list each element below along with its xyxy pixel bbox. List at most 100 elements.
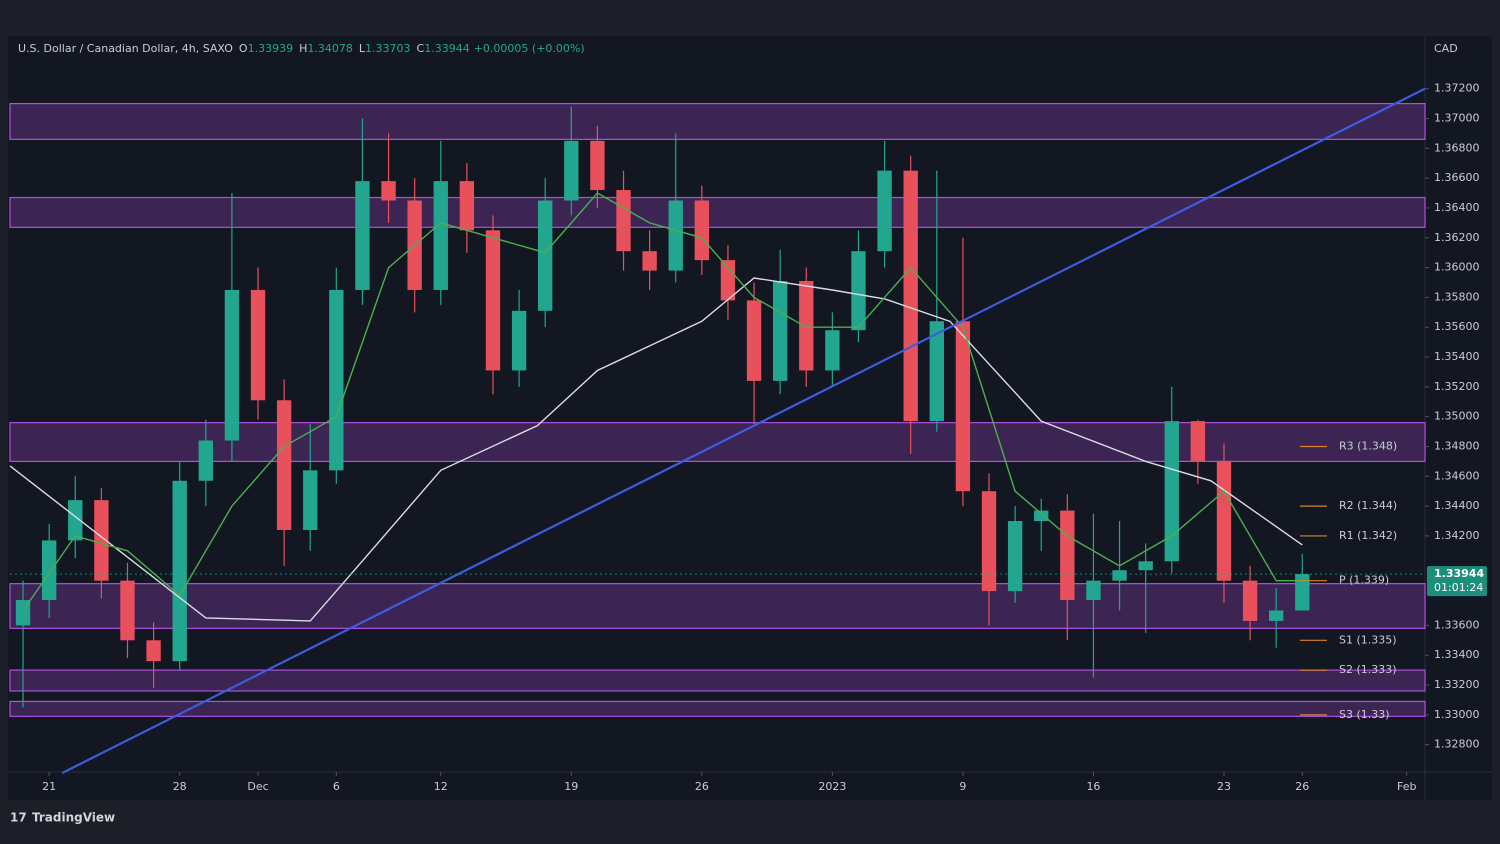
header: U.S. Dollar / Canadian Dollar, 4h, SAXO O… bbox=[18, 42, 585, 55]
candle-body bbox=[381, 181, 396, 201]
change: +0.00005 (+0.00%) bbox=[474, 42, 585, 55]
candle-body bbox=[41, 540, 57, 601]
x-tick-label: 19 bbox=[564, 780, 578, 793]
last-price-box bbox=[1427, 566, 1487, 597]
y-tick-label: 1.35200 bbox=[1434, 380, 1480, 393]
zone bbox=[9, 102, 1426, 140]
y-tick-label: 1.35800 bbox=[1434, 290, 1480, 303]
x-tick-label: Feb bbox=[1397, 780, 1416, 793]
candle-body bbox=[720, 260, 736, 301]
pivot-label: S3 (1.33) bbox=[1339, 708, 1390, 721]
y-tick-label: 1.36800 bbox=[1434, 141, 1480, 154]
x-tick-label: 16 bbox=[1086, 780, 1100, 793]
y-tick-label: 1.35400 bbox=[1434, 350, 1480, 363]
candle-body bbox=[590, 140, 605, 191]
pivot-label: P (1.339) bbox=[1339, 574, 1389, 587]
candle-body bbox=[616, 190, 631, 252]
x-tick-label: 26 bbox=[695, 780, 709, 793]
x-tick-label: 23 bbox=[1217, 780, 1231, 793]
candle-body bbox=[799, 281, 814, 371]
candle-body bbox=[877, 170, 892, 252]
trendline bbox=[61, 87, 1426, 774]
x-tick-label: Dec bbox=[247, 780, 268, 793]
candle-body bbox=[355, 181, 370, 290]
candle-body bbox=[198, 440, 213, 481]
candle-body bbox=[433, 181, 448, 290]
candle-body bbox=[485, 230, 501, 371]
brand: TradingView bbox=[32, 811, 115, 825]
moving-average bbox=[9, 277, 1303, 622]
y-axis-label: CAD bbox=[1434, 42, 1458, 55]
zone bbox=[9, 583, 1426, 629]
y-tick-label: 1.32800 bbox=[1434, 738, 1480, 751]
candle-body bbox=[955, 321, 971, 492]
y-tick-label: 1.36400 bbox=[1434, 201, 1480, 214]
x-tick-label: 2023 bbox=[818, 780, 846, 793]
candle-body bbox=[694, 200, 710, 261]
header-text: U.S. Dollar / Canadian Dollar, 4h, SAXO O… bbox=[18, 42, 585, 55]
candle-body bbox=[1269, 610, 1284, 621]
pivot-label: R3 (1.348) bbox=[1339, 439, 1397, 452]
candle-body bbox=[981, 491, 997, 592]
candle-body bbox=[642, 251, 657, 271]
y-tick-label: 1.36000 bbox=[1434, 261, 1480, 274]
y-tick-label: 1.36200 bbox=[1434, 231, 1480, 244]
moving-average bbox=[22, 192, 1303, 611]
chart-title: U.S. Dollar / Canadian Dollar, 4h, SAXO bbox=[18, 42, 233, 55]
y-tick-label: 1.35600 bbox=[1434, 320, 1480, 333]
candle-body bbox=[511, 310, 527, 371]
y-tick-label: 1.37200 bbox=[1434, 82, 1480, 95]
y-tick-label: 1.33600 bbox=[1434, 618, 1480, 631]
chart-panel bbox=[8, 36, 1492, 800]
candle-body bbox=[1112, 570, 1127, 581]
candle-body bbox=[1034, 510, 1049, 522]
candle-body bbox=[929, 321, 944, 422]
zone bbox=[9, 196, 1426, 228]
candle-body bbox=[303, 470, 318, 530]
candle-body bbox=[668, 200, 683, 271]
zone bbox=[9, 700, 1426, 717]
candle-body bbox=[276, 400, 292, 530]
pivot-label: R2 (1.344) bbox=[1339, 499, 1397, 512]
y-tick-label: 1.37000 bbox=[1434, 112, 1480, 125]
candle-body bbox=[564, 140, 579, 201]
y-tick-label: 1.34200 bbox=[1434, 529, 1480, 542]
candle-body bbox=[329, 289, 344, 471]
x-tick-label: 28 bbox=[173, 780, 187, 793]
candle-body bbox=[1138, 561, 1153, 571]
candle-body bbox=[1190, 421, 1206, 462]
candle-body bbox=[1060, 510, 1075, 601]
y-tick-label: 1.34800 bbox=[1434, 439, 1480, 452]
candle-body bbox=[1007, 521, 1023, 592]
pivot-label: R1 (1.342) bbox=[1339, 529, 1397, 542]
candle-body bbox=[146, 640, 161, 662]
candle-body bbox=[1086, 580, 1101, 601]
candle-body bbox=[851, 251, 866, 331]
pivot-label: S2 (1.333) bbox=[1339, 663, 1397, 676]
candle-body bbox=[1164, 421, 1179, 562]
candle-body bbox=[68, 500, 83, 541]
y-tick-label: 1.33400 bbox=[1434, 648, 1480, 661]
y-tick-label: 1.35000 bbox=[1434, 410, 1480, 423]
x-tick-label: 26 bbox=[1295, 780, 1309, 793]
ohlc-key: H bbox=[299, 42, 307, 55]
ohlc-key: L bbox=[359, 42, 366, 55]
candle-body bbox=[1295, 574, 1310, 611]
y-tick-label: 1.34400 bbox=[1434, 499, 1480, 512]
y-tick-label: 1.36600 bbox=[1434, 171, 1480, 184]
candle-body bbox=[825, 330, 840, 371]
zone bbox=[9, 422, 1426, 462]
x-tick-label: 9 bbox=[959, 780, 966, 793]
x-tick-label: 12 bbox=[434, 780, 448, 793]
ohlc-value: 1.34078 bbox=[307, 42, 353, 55]
ohlc-value: 1.33703 bbox=[365, 42, 411, 55]
candle-body bbox=[1216, 461, 1232, 581]
ohlc-key: O bbox=[239, 42, 248, 55]
candle-body bbox=[538, 200, 553, 311]
y-tick-label: 1.34600 bbox=[1434, 469, 1480, 482]
candle-body bbox=[459, 181, 475, 231]
x-tick-label: 21 bbox=[42, 780, 56, 793]
ohlc-key: C bbox=[417, 42, 425, 55]
last-price-label: 1.33944 bbox=[1434, 567, 1484, 580]
brand-logo: 𝟭𝟳 bbox=[10, 811, 27, 825]
